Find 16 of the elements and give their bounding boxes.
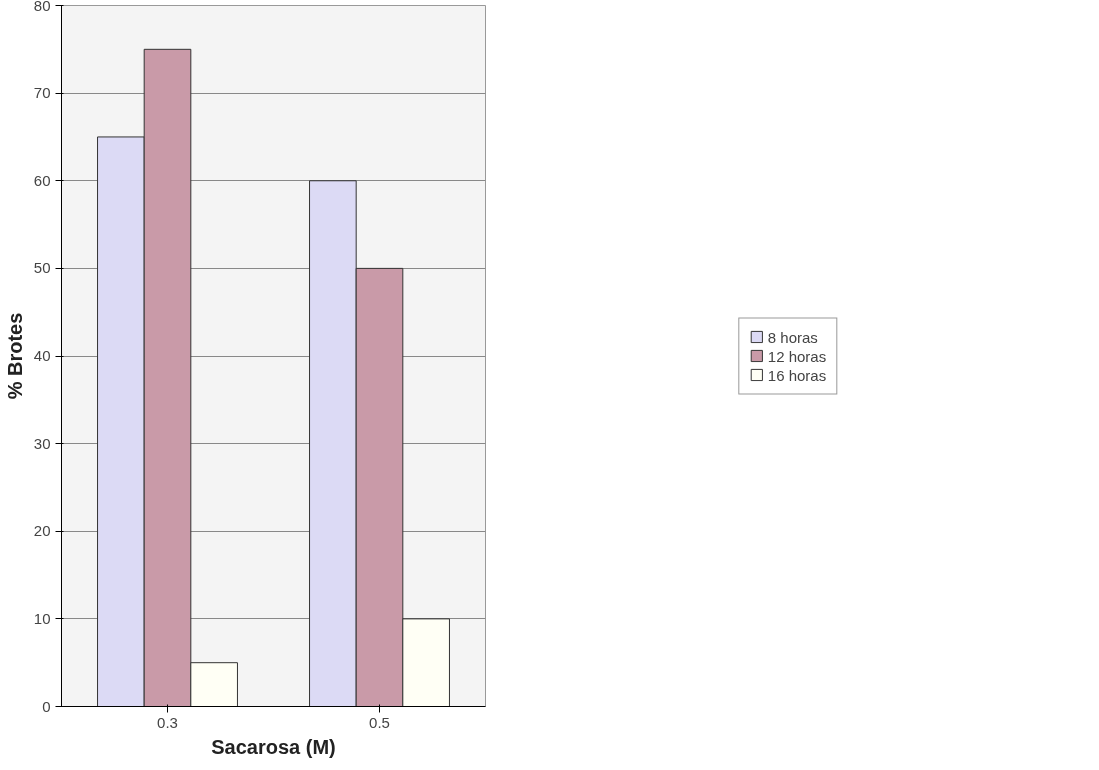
x-tick-label: 0.3 <box>157 713 178 731</box>
y-tick-label: 50 <box>33 259 51 277</box>
legend-label: 8 horas <box>767 328 818 345</box>
y-tick-label: 40 <box>33 347 51 364</box>
y-tick-label: 60 <box>33 171 51 189</box>
x-axis-title: Sacarosa (M) <box>211 735 336 758</box>
x-tick-label: 0.5 <box>369 713 390 731</box>
y-tick-label: 0 <box>42 697 51 715</box>
legend-label: 16 horas <box>767 366 827 383</box>
legend-label: 12 horas <box>767 347 827 364</box>
y-axis-title: % Brotes <box>3 312 26 400</box>
y-tick-label: 80 <box>33 0 51 14</box>
y-tick-label: 70 <box>33 84 51 102</box>
y-tick-label: 20 <box>33 522 51 540</box>
y-tick-label: 30 <box>33 434 51 452</box>
y-tick-label: 10 <box>33 609 51 627</box>
